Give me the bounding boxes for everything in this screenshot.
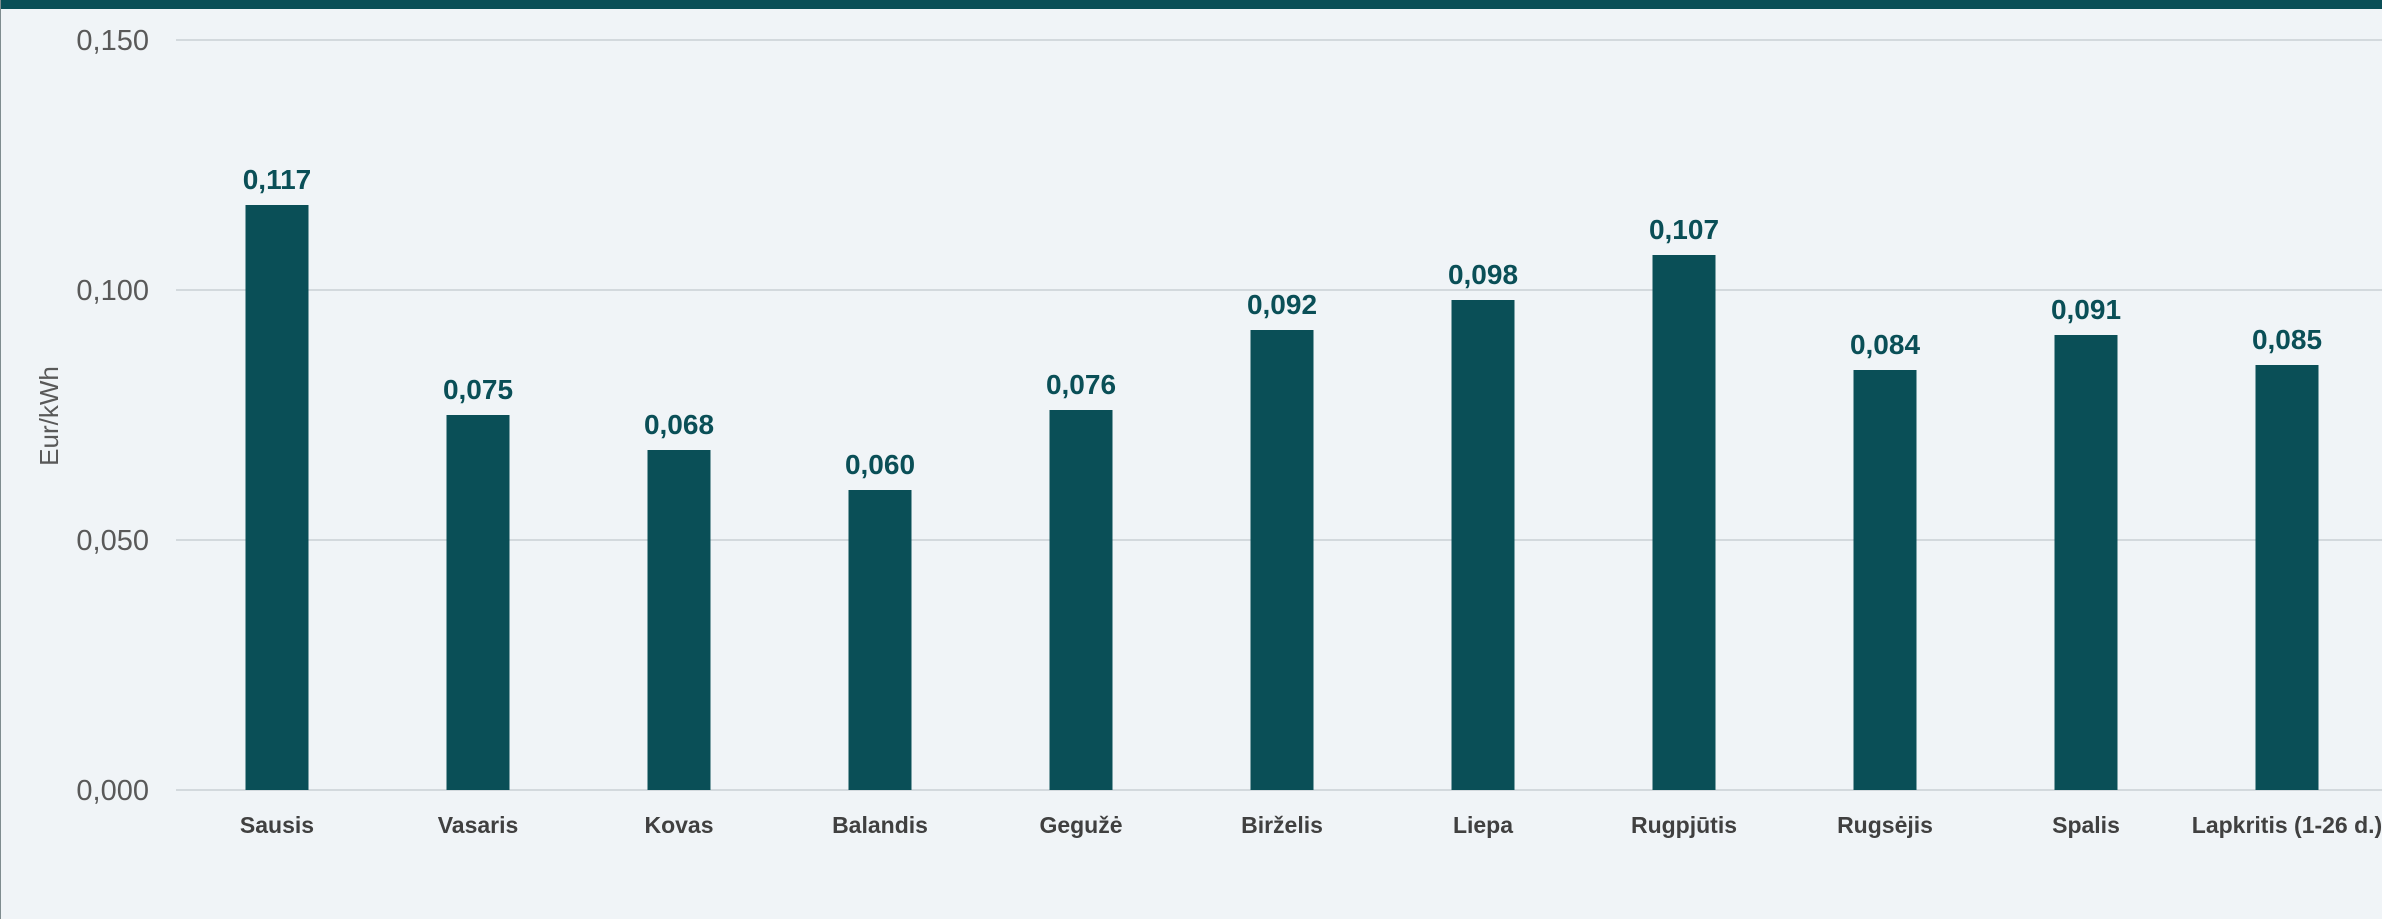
top-accent-bar xyxy=(1,0,2382,9)
y-axis-title: Eur/kWh xyxy=(34,366,64,466)
y-tick-label: 0,050 xyxy=(76,525,149,557)
bar xyxy=(1652,255,1716,790)
data-label: 0,076 xyxy=(1046,369,1116,400)
data-label: 0,075 xyxy=(443,374,513,405)
data-label: 0,084 xyxy=(1850,329,1920,360)
category-label: Spalis xyxy=(2052,812,2120,838)
category-label: Rugpjūtis xyxy=(1631,812,1737,838)
category-label: Birželis xyxy=(1241,812,1323,838)
data-label: 0,092 xyxy=(1247,289,1317,320)
bar xyxy=(2054,335,2118,790)
data-label: 0,091 xyxy=(2051,294,2121,325)
category-label: Liepa xyxy=(1453,812,1513,838)
bar xyxy=(1451,300,1515,790)
category-label: Balandis xyxy=(832,812,928,838)
y-tick-label: 0,000 xyxy=(76,775,149,807)
bar xyxy=(446,415,510,790)
data-label: 0,098 xyxy=(1448,259,1518,290)
bar xyxy=(1250,330,1314,790)
bar xyxy=(245,205,309,790)
data-label: 0,068 xyxy=(644,409,714,440)
category-label: Vasaris xyxy=(438,812,519,838)
category-label: Kovas xyxy=(644,812,713,838)
bar xyxy=(1049,410,1113,790)
category-label: Sausis xyxy=(240,812,314,838)
data-label: 0,060 xyxy=(845,449,915,480)
category-label: Gegužė xyxy=(1039,812,1122,838)
bar xyxy=(1853,370,1917,790)
data-label: 0,107 xyxy=(1649,214,1719,245)
data-label: 0,085 xyxy=(2252,324,2322,355)
bar xyxy=(848,490,912,790)
data-label: 0,117 xyxy=(243,164,312,195)
bar xyxy=(2255,365,2319,790)
category-label: Lapkritis (1-26 d.) xyxy=(2192,812,2382,838)
y-tick-label: 0,150 xyxy=(76,25,149,57)
bar xyxy=(647,450,711,790)
y-tick-label: 0,100 xyxy=(76,275,149,307)
category-label: Rugsėjis xyxy=(1837,812,1933,838)
